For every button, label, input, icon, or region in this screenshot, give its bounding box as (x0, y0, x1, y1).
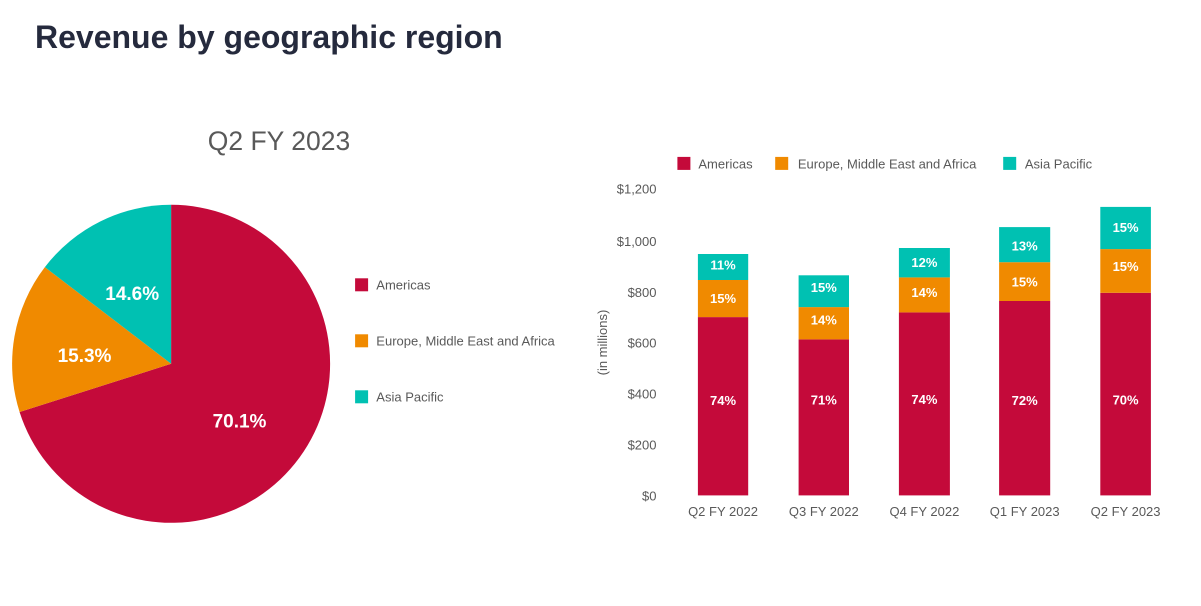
svg-text:70.1%: 70.1% (213, 412, 267, 433)
svg-text:13%: 13% (1012, 239, 1038, 254)
svg-text:Asia Pacific: Asia Pacific (1025, 156, 1093, 171)
svg-text:15%: 15% (1113, 220, 1139, 235)
svg-text:Q2 FY 2023: Q2 FY 2023 (1091, 504, 1161, 519)
svg-text:$200: $200 (628, 438, 657, 453)
svg-text:14.6%: 14.6% (105, 284, 159, 305)
svg-text:Revenue by geographic region: Revenue by geographic region (35, 19, 503, 55)
svg-text:12%: 12% (911, 255, 937, 270)
svg-text:Americas: Americas (698, 156, 753, 171)
svg-text:$0: $0 (642, 489, 656, 504)
svg-text:$800: $800 (628, 285, 657, 300)
svg-text:$600: $600 (628, 336, 657, 351)
svg-text:11%: 11% (710, 258, 736, 273)
svg-text:15%: 15% (1113, 259, 1139, 274)
svg-text:74%: 74% (911, 392, 937, 407)
svg-text:Q1 FY 2023: Q1 FY 2023 (990, 504, 1060, 519)
svg-text:15%: 15% (1012, 274, 1038, 289)
svg-text:Q3 FY 2022: Q3 FY 2022 (789, 504, 859, 519)
svg-text:14%: 14% (911, 285, 937, 300)
svg-text:$1,000: $1,000 (617, 234, 657, 249)
svg-text:70%: 70% (1113, 393, 1139, 408)
svg-text:14%: 14% (811, 312, 837, 327)
svg-text:Europe, Middle East and Africa: Europe, Middle East and Africa (376, 333, 555, 348)
svg-text:Q2 FY 2022: Q2 FY 2022 (688, 504, 758, 519)
svg-text:Asia Pacific: Asia Pacific (376, 389, 444, 404)
svg-text:15%: 15% (710, 291, 736, 306)
svg-text:74%: 74% (710, 393, 736, 408)
svg-text:$1,200: $1,200 (617, 182, 657, 197)
svg-text:Europe, Middle East and Africa: Europe, Middle East and Africa (798, 156, 977, 171)
svg-text:Q4 FY 2022: Q4 FY 2022 (889, 504, 959, 519)
svg-text:71%: 71% (811, 393, 837, 408)
svg-text:15%: 15% (811, 280, 837, 295)
svg-text:72%: 72% (1012, 393, 1038, 408)
svg-text:$400: $400 (628, 387, 657, 402)
svg-text:15.3%: 15.3% (58, 346, 112, 367)
svg-text:(in millions): (in millions) (595, 310, 610, 376)
svg-text:Americas: Americas (376, 277, 431, 292)
svg-text:Q2 FY 2023: Q2 FY 2023 (208, 126, 350, 156)
